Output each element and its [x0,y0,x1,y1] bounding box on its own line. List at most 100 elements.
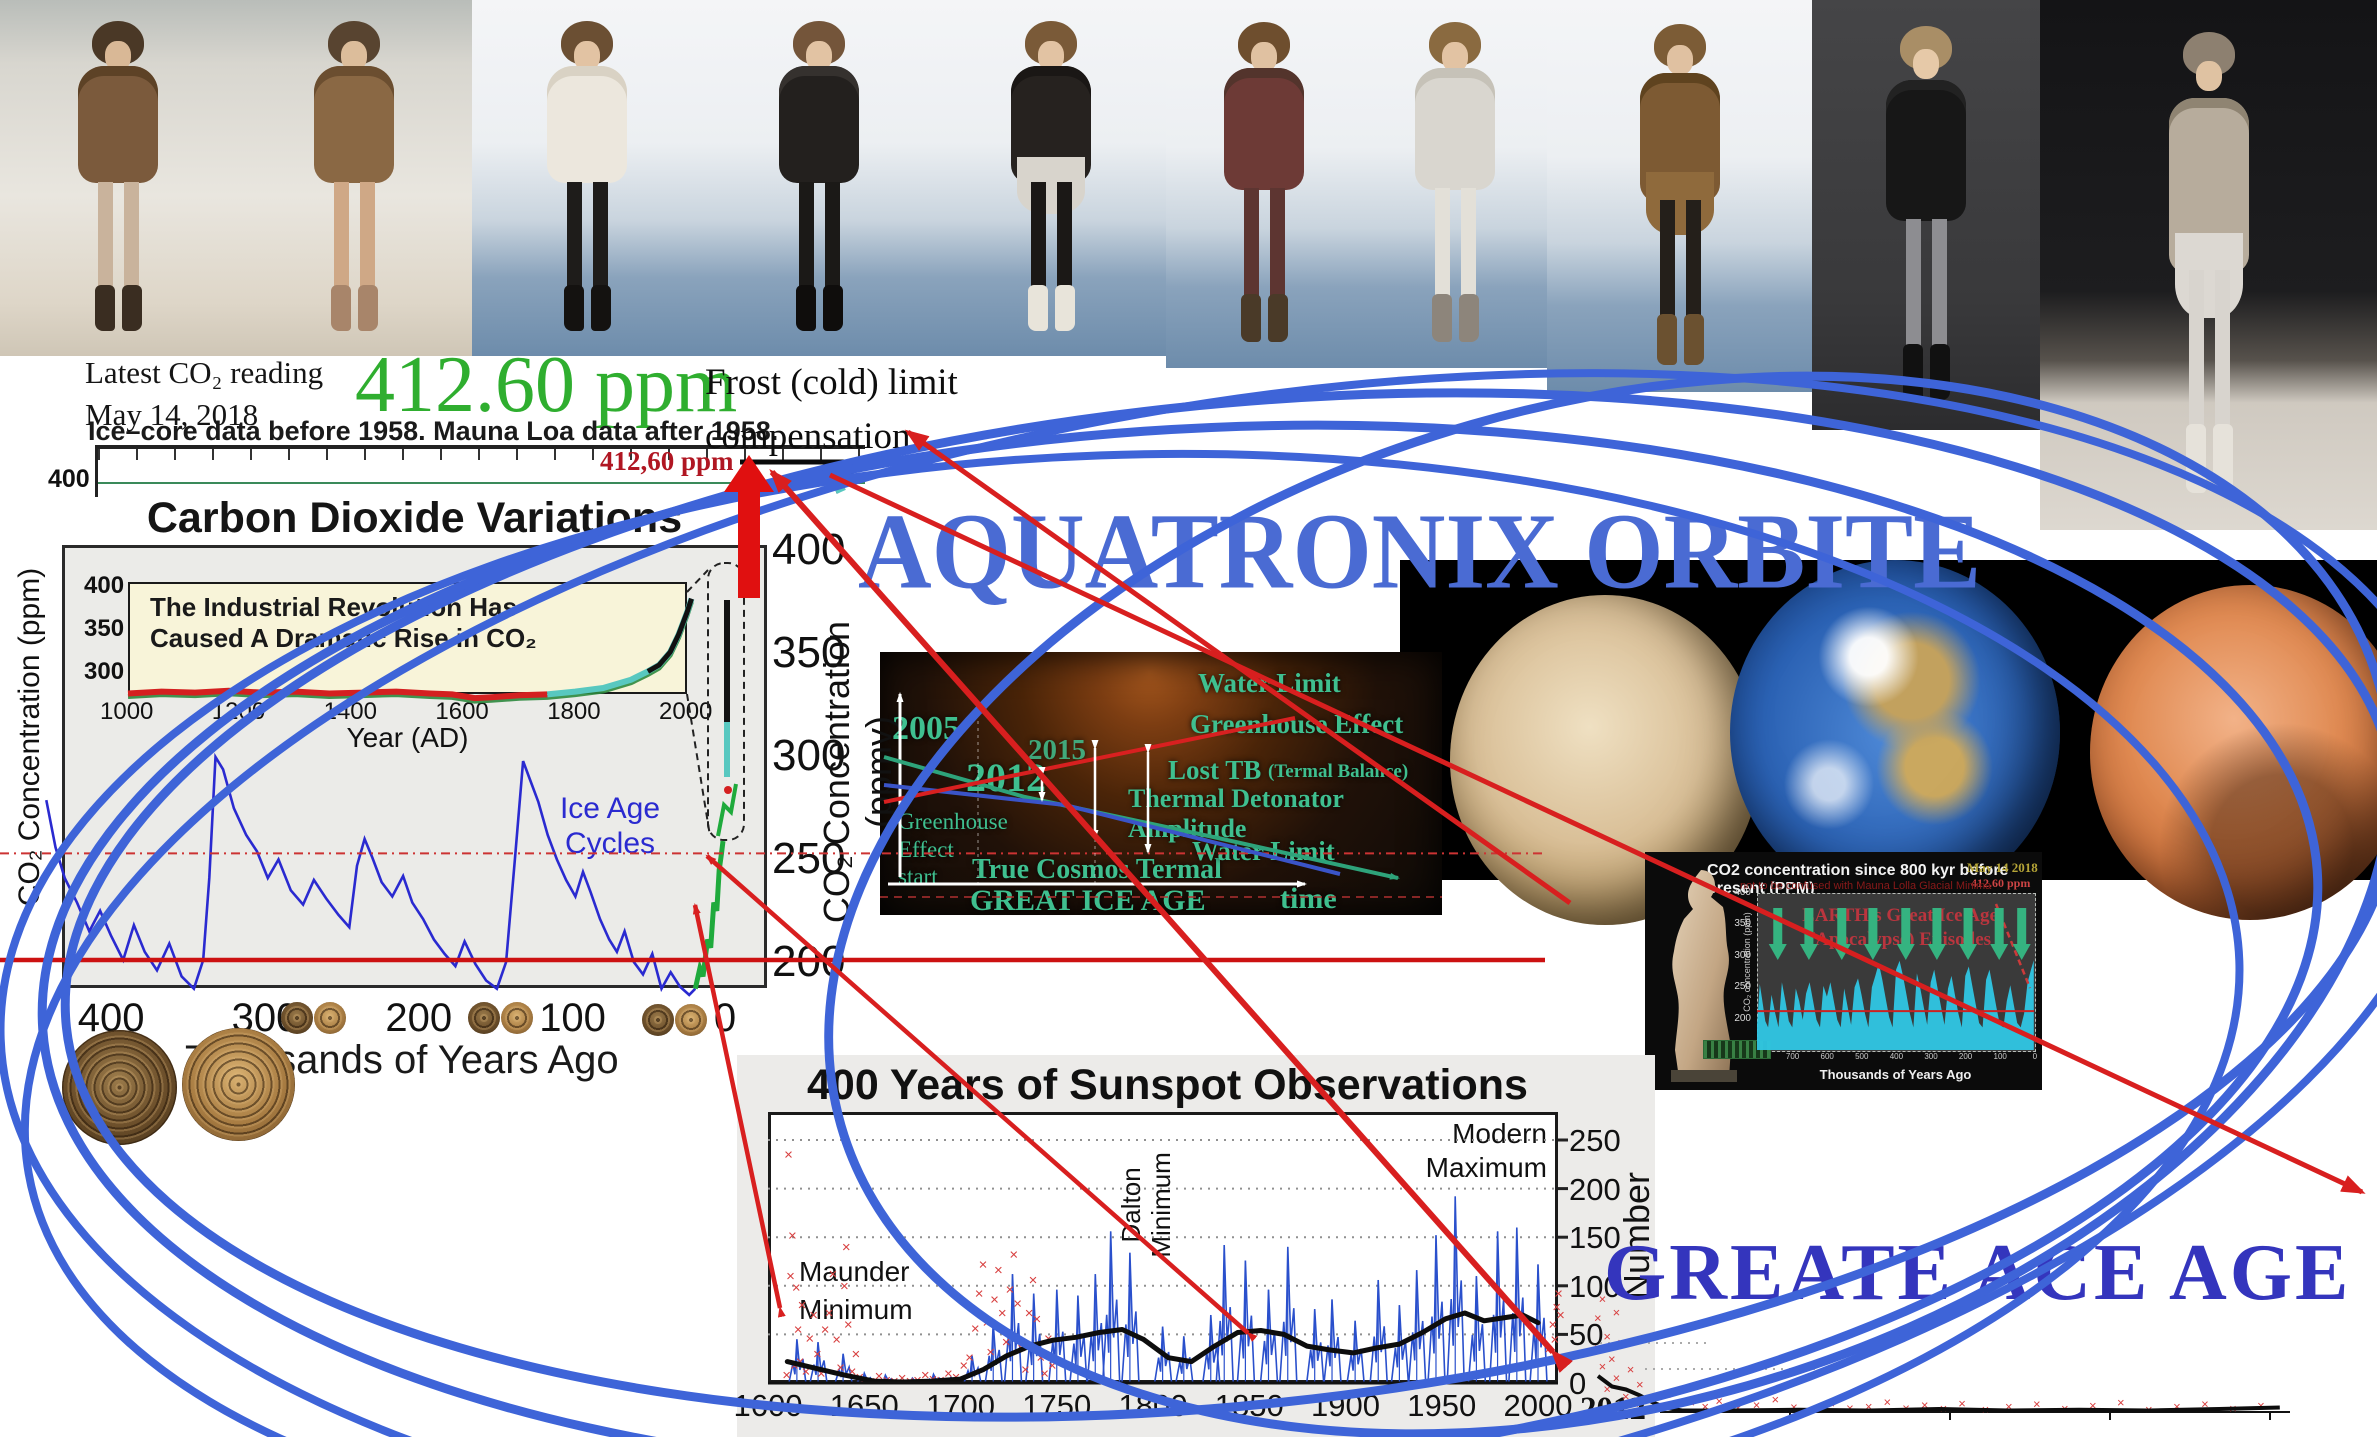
frost-limit-note: Frost (cold) limit compensation [705,362,958,457]
diagram-water-limit-top: Water Limit [1198,668,1341,698]
inset-y-tick: 350 [84,615,125,642]
svg-text:×: × [1687,1395,1695,1410]
model-face [2195,60,2222,91]
model-boot-right [1683,313,1704,365]
diagram-lost-tb-sub: (Termal Balance) [1268,761,1409,782]
kyr-x-tick: 200 [1958,1052,1973,1061]
model-face [1913,49,1939,80]
aztec-calendar-coin [314,1002,346,1034]
co2-800kyr-panel: CO2 concentration since 800 kyr before p… [1645,852,2042,1090]
kyr-x-tick: 0 [2032,1052,2038,1061]
aztec-calendar-coin [468,1002,500,1034]
model-leg-right [824,181,840,289]
svg-text:×: × [2201,1397,2209,1412]
model-leg-right [1460,187,1476,299]
svg-text:×: × [1664,1388,1672,1403]
coin-pattern [182,1028,295,1141]
coin-pattern [314,1002,346,1034]
coin-pattern [501,1002,533,1034]
diagram-greenhouse-effect: Greenhouse Effect [1190,709,1404,739]
model-leg-right [2214,270,2230,430]
svg-text:×: × [2061,1401,2069,1416]
sunspot-x-tick: 1750 [1022,1388,1092,1423]
runway-photo [236,0,472,356]
diagram-year-2005: 2005 [892,710,960,747]
svg-text:×: × [1673,1400,1681,1415]
aztec-calendar-coin [281,1002,313,1034]
co2-chart-title: Carbon Dioxide Variations [146,494,683,542]
svg-text:×: × [1921,1397,1929,1412]
sunspot-y-tick: 250 [1569,1123,1621,1158]
coin-pattern [62,1030,177,1145]
model-coat [78,65,158,184]
model-leg-left [98,181,113,289]
ice-age-cycles-label: Ice Age Cycles [559,792,661,860]
diagram-water-limit-bottom: Water Limit [1192,836,1335,866]
kyr-x-tick: 300 [1924,1052,1938,1061]
model-boot-right [1458,294,1479,343]
strip-400-line [98,482,865,484]
thermal-diagram-panel: 2005 2012 2015 Water Limit Greenhouse Ef… [880,652,1442,917]
runway-photo [472,0,702,356]
model-boot-left [1027,284,1048,332]
kyr-x-tick: 500 [1855,1052,1869,1061]
runway-photo [1166,0,1362,368]
model-boot-left [1656,313,1677,365]
model-leg-left [334,181,349,289]
model-skirt [1645,172,1714,236]
sunspot-panel: 400 Years of Sunspot Observations Modern… [734,1055,1657,1437]
model-skirt [2174,233,2243,318]
co2-x-tick: 200 [385,996,453,1040]
inset-y-tick: 400 [84,572,125,599]
coin-pattern [281,1002,313,1034]
model-boot-right [358,284,378,332]
svg-text:×: × [2229,1401,2237,1416]
modern-maximum-label: Modern Maximum [1425,1118,1547,1183]
model-leg-left [1659,199,1675,318]
kyr-date: May 14 2018 [1967,860,2038,875]
diagram-year-2015: 2015 [1028,734,1086,766]
kyr-x-tick: 600 [1820,1052,1834,1061]
sunspot-x-tick: 1600 [733,1388,803,1423]
model-coat [314,65,394,184]
svg-text:×: × [1753,1397,1761,1412]
diagram-true-cosmos: True Cosmos Termal [972,854,1222,885]
svg-text:×: × [2005,1399,2013,1414]
kyr-overlay-text: EARTH's Great Ice Age (Apocalypse) Episo… [1802,905,1998,950]
model-boot-left [795,284,816,332]
sunspot-x-tick: 1900 [1311,1388,1380,1423]
svg-text:×: × [1940,1401,1948,1416]
runway-photo [0,0,236,356]
kyr-x-tick: 700 [1785,1052,1800,1061]
coin-pattern [468,1002,500,1034]
green-caption-box [1703,1040,1771,1059]
model-boot-left [331,284,351,332]
model-boot-right [591,284,611,332]
sunspot-x-tick: 1650 [829,1388,899,1423]
diagram-thermal-amplitude: Thermal Detonator Amplitude [1128,784,1344,843]
right-y-axis-label: CO₂ Concentration (ppmv) [816,620,899,924]
diagram-time-label: time [1280,882,1337,915]
svg-text:×: × [2257,1398,2265,1413]
co2-source-note: Ice–core data before 1958. Mauna Loa dat… [88,416,779,446]
svg-text:×: × [1846,1400,1854,1415]
svg-text:×: × [1828,1396,1836,1411]
svg-text:×: × [1809,1402,1817,1417]
runway-photo [2040,0,2377,530]
model-boot-left [1903,344,1923,400]
sunspot-x-tick: 1800 [1118,1388,1188,1423]
inset-annotation: The Industrial Revolution Has Caused A D… [150,592,537,654]
runway-photo [1547,0,1812,392]
model-leg-right [1056,181,1072,289]
model-boot-left [1241,294,1261,343]
strip-ytick: 400 [48,465,90,493]
model-boot-right [822,284,843,332]
model-leg-right [1270,187,1285,299]
diagram-great-ice-age: GREAT ICE AGE [970,884,1206,917]
svg-text:×: × [2117,1395,2125,1410]
sunspot-x-tick: 1700 [926,1388,995,1423]
runway-photo [702,0,935,356]
great-ace-age-title: GREATE ACE AGE [1604,1229,2352,1317]
model-boot-left [2185,424,2206,493]
svg-text:×: × [2173,1399,2181,1414]
